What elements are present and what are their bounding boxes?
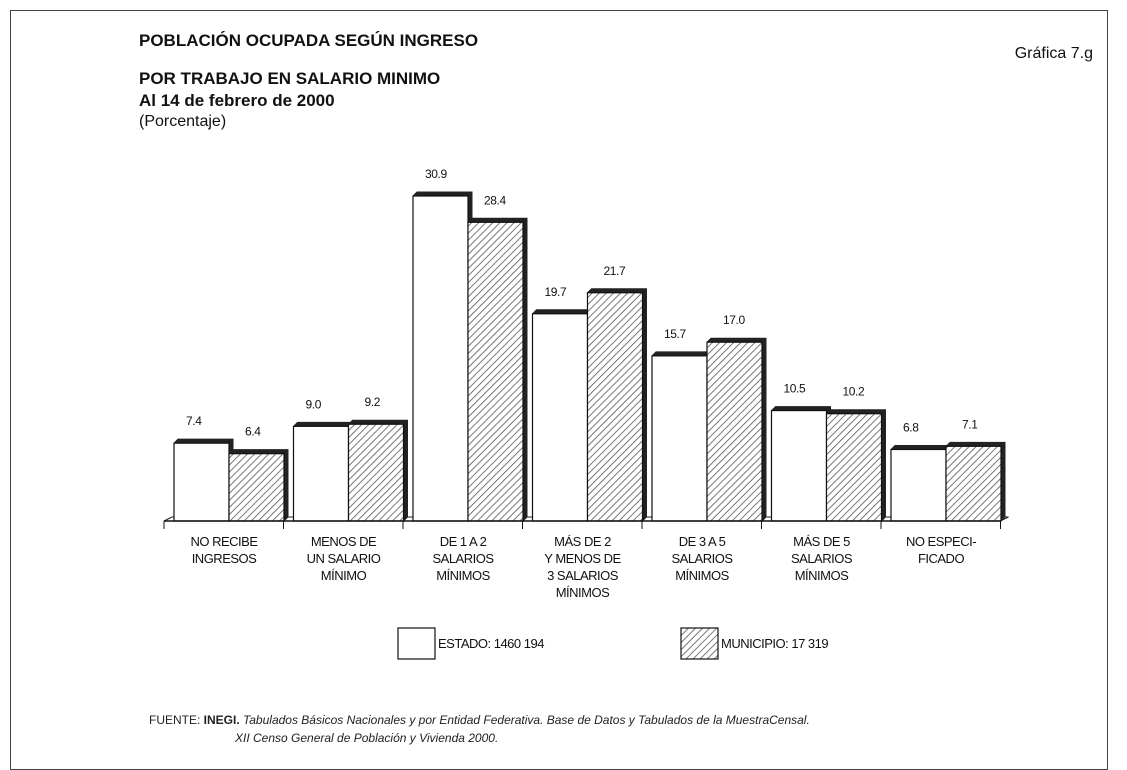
bar xyxy=(412,195,469,522)
value-label: 7.4 xyxy=(186,414,202,428)
bar xyxy=(173,442,230,522)
value-label: 7.1 xyxy=(962,417,978,431)
source-note: FUENTE: INEGI. Tabulados Básicos Naciona… xyxy=(149,711,810,747)
value-label: 9.0 xyxy=(306,397,322,411)
chart: 7.4 6.4 9.0 9.2 30.9 28.4 19.7 21.7 15.7 17.0 10.5… xyxy=(163,167,1009,660)
bar xyxy=(706,341,763,522)
x-tick-label: NO ESPECI- FICADO xyxy=(905,534,977,566)
bar xyxy=(890,448,947,522)
bar xyxy=(825,413,883,522)
figure-label: Gráfica 7.g xyxy=(1014,45,1093,62)
bar xyxy=(770,409,828,522)
value-label: 21.7 xyxy=(604,264,626,278)
legend-label: ESTADO: 1460 194 xyxy=(438,636,544,651)
x-tick-label: MÁS DE 5 SALARIOS MÍNIMOS xyxy=(790,534,853,583)
document-page: POBLACIÓN OCUPADA SEGÚN INGRESO POR TRAB… xyxy=(10,10,1108,770)
legend-label: MUNICIPIO: 17 319 xyxy=(721,636,829,651)
chart-title: POBLACIÓN OCUPADA SEGÚN INGRESO xyxy=(139,31,479,50)
chart-subtitle: POR TRABAJO EN SALARIO MINIMO xyxy=(139,69,441,88)
bar xyxy=(586,292,644,522)
x-tick-label: MÁS DE 2 Y MENOS DE 3 SALARIOS MÍNIMOS xyxy=(544,534,621,600)
bar xyxy=(531,313,589,522)
value-label: 30.9 xyxy=(425,167,447,181)
value-label: 6.8 xyxy=(903,420,919,434)
value-label: 19.7 xyxy=(545,285,567,299)
legend-swatch xyxy=(397,627,436,660)
bar xyxy=(467,221,524,522)
bar xyxy=(651,355,708,522)
unit-label: (Porcentaje) xyxy=(139,113,227,130)
value-label: 17.0 xyxy=(723,313,745,327)
bar xyxy=(228,453,285,522)
source-text: Tabulados Básicos Nacionales y por Entid… xyxy=(239,713,810,727)
value-label: 15.7 xyxy=(664,327,686,341)
x-tick-label: DE 3 A 5 SALARIOS MÍNIMOS xyxy=(671,534,733,583)
value-label: 6.4 xyxy=(245,425,261,439)
chart-subtitle: Al 14 de febrero de 2000 xyxy=(139,91,335,110)
value-label: 28.4 xyxy=(484,193,506,207)
bar xyxy=(292,425,350,522)
bar xyxy=(347,423,405,522)
x-tick-label: NO RECIBE INGRESOS xyxy=(190,534,258,566)
source-text: XII Censo General de Población y Viviend… xyxy=(235,731,499,745)
x-tick-label: DE 1 A 2 SALARIOS MÍNIMOS xyxy=(432,534,494,583)
source-prefix: FUENTE: xyxy=(149,713,204,727)
value-label: 10.2 xyxy=(843,385,865,399)
legend-swatch xyxy=(680,627,719,660)
source-org: INEGI. xyxy=(203,713,240,727)
bar xyxy=(945,445,1002,522)
x-tick-label: MENOS DE UN SALARIO MÍNIMO xyxy=(306,534,381,583)
value-label: 9.2 xyxy=(365,395,381,409)
value-label: 10.5 xyxy=(784,382,806,396)
